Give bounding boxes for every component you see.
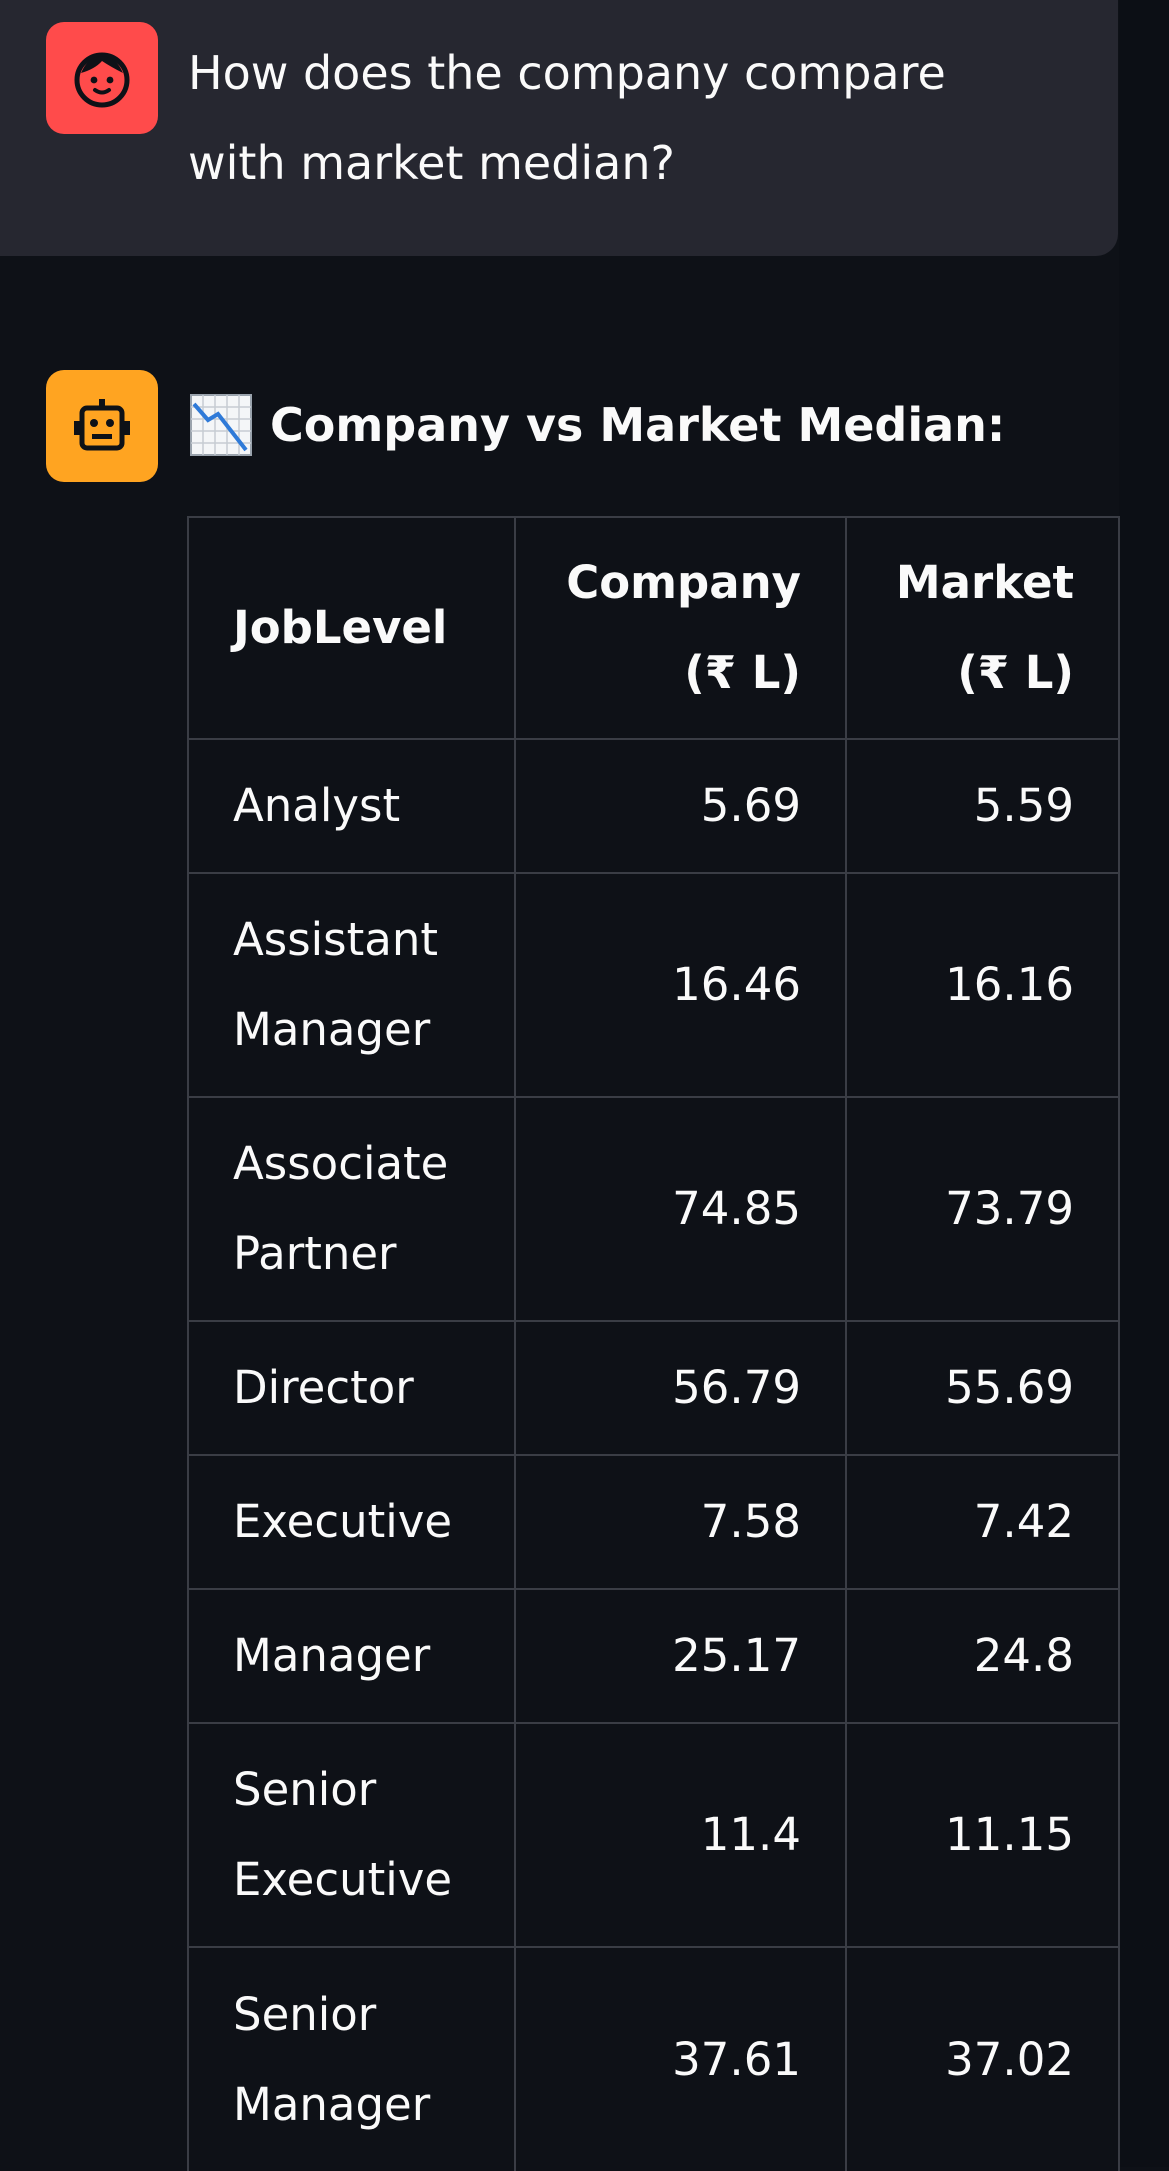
cell-market: 37.02: [845, 1946, 1120, 2171]
cell-company: 7.58: [514, 1454, 847, 1590]
assistant-heading-text: Company vs Market Median:: [270, 398, 1006, 452]
column-header-market[interactable]: Market (₹ L): [845, 516, 1120, 740]
table-row: Senior Manager 37.61 37.02: [187, 1946, 1120, 2171]
chart-decreasing-icon: [190, 394, 252, 456]
cell-company: 25.17: [514, 1588, 847, 1724]
cell-company: 16.46: [514, 872, 847, 1098]
table-row: Analyst 5.69 5.59: [187, 738, 1120, 874]
face-icon: [74, 52, 130, 108]
table-row: Senior Executive 11.4 11.15: [187, 1722, 1120, 1948]
cell-joblevel: Senior Executive: [187, 1722, 516, 1948]
table-header-row: JobLevel Company (₹ L) Market (₹ L): [187, 516, 1120, 740]
cell-company: 74.85: [514, 1096, 847, 1322]
assistant-avatar: [46, 370, 158, 482]
table-row: Assistant Manager 16.46 16.16: [187, 872, 1120, 1098]
cell-joblevel: Analyst: [187, 738, 516, 874]
user-message-text: How does the company compare with market…: [188, 46, 946, 190]
cell-market: 5.59: [845, 738, 1120, 874]
cell-joblevel: Executive: [187, 1454, 516, 1590]
cell-market: 7.42: [845, 1454, 1120, 1590]
table-row: Executive 7.58 7.42: [187, 1454, 1120, 1590]
cell-company: 5.69: [514, 738, 847, 874]
table-row: Associate Partner 74.85 73.79: [187, 1096, 1120, 1322]
cell-market: 11.15: [845, 1722, 1120, 1948]
cell-market: 24.8: [845, 1588, 1120, 1724]
cell-joblevel: Associate Partner: [187, 1096, 516, 1322]
cell-company: 37.61: [514, 1946, 847, 2171]
robot-icon: [74, 399, 130, 451]
table-row: Director 56.79 55.69: [187, 1320, 1120, 1456]
cell-joblevel: Manager: [187, 1588, 516, 1724]
cell-joblevel: Director: [187, 1320, 516, 1456]
user-chat-message: How does the company compare with market…: [0, 0, 1118, 256]
cell-market: 73.79: [845, 1096, 1120, 1322]
cell-joblevel: Assistant Manager: [187, 872, 516, 1098]
table-row: Manager 25.17 24.8: [187, 1588, 1120, 1724]
column-header-company[interactable]: Company (₹ L): [514, 516, 847, 740]
cell-market: 55.69: [845, 1320, 1120, 1456]
cell-market: 16.16: [845, 872, 1120, 1098]
cell-company: 56.79: [514, 1320, 847, 1456]
column-header-joblevel[interactable]: JobLevel: [187, 516, 516, 740]
cell-company: 11.4: [514, 1722, 847, 1948]
assistant-heading: Company vs Market Median:: [190, 380, 1005, 470]
user-avatar: [46, 22, 158, 134]
scrollbar-track[interactable]: [1119, 0, 1169, 2167]
comparison-table: JobLevel Company (₹ L) Market (₹ L) Anal…: [187, 516, 1120, 2171]
cell-joblevel: Senior Manager: [187, 1946, 516, 2171]
